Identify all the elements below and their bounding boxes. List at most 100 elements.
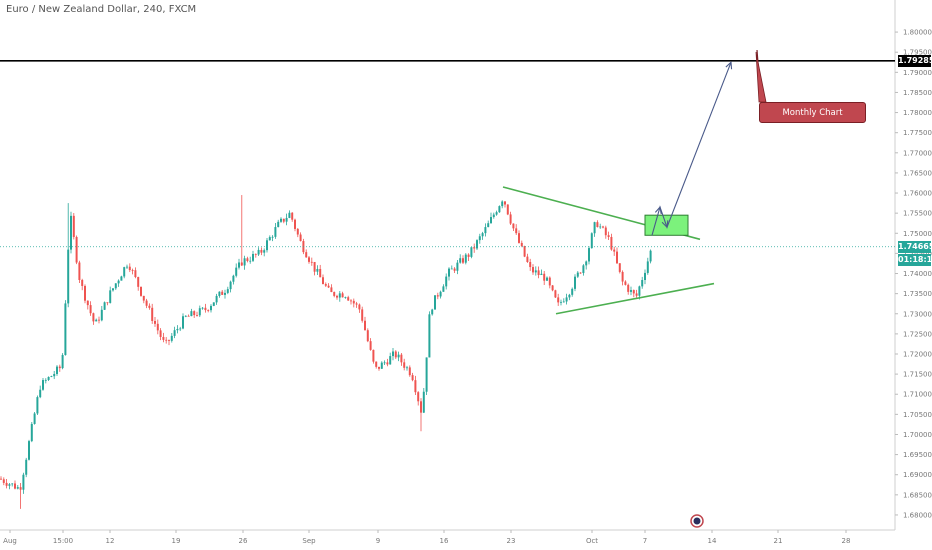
candle-body — [277, 221, 280, 228]
candle-body — [86, 300, 89, 306]
candle-body — [268, 237, 271, 241]
candle-body — [366, 330, 369, 342]
candle-body — [190, 311, 193, 317]
candle-body — [44, 379, 47, 381]
candle-body — [344, 297, 347, 299]
candle-body — [89, 305, 92, 314]
candle-body — [560, 301, 562, 303]
candle-body — [593, 222, 596, 234]
candle-body — [218, 291, 221, 296]
candle-body — [369, 341, 372, 350]
candle-body — [641, 280, 644, 287]
candle-body — [646, 261, 649, 273]
x-tick-label: 26 — [239, 537, 248, 545]
candle-body — [254, 253, 257, 255]
y-tick-label: 1.79500 — [903, 49, 932, 57]
x-tick-label: Aug — [3, 537, 17, 545]
candle-body — [75, 236, 78, 263]
candle-body — [431, 309, 434, 315]
candle-body — [378, 366, 380, 369]
candle-body — [579, 272, 582, 274]
x-tick-label: 21 — [774, 537, 783, 545]
candle-body — [19, 487, 22, 490]
candle-body — [495, 212, 498, 215]
y-tick-label: 1.71000 — [903, 391, 932, 399]
candle-body — [464, 254, 467, 263]
candle-body — [131, 270, 134, 271]
candle-body — [414, 380, 417, 393]
candle-body — [534, 270, 537, 273]
candle-body — [571, 288, 574, 295]
candle-body — [394, 351, 397, 358]
chart-title: Euro / New Zealand Dollar, 240, FXCM — [6, 4, 197, 15]
candle-body — [240, 262, 243, 266]
current-price-label: 1.74665 — [898, 240, 932, 253]
candle-body — [184, 315, 187, 317]
candle-body — [305, 252, 308, 258]
candle-body — [327, 285, 330, 288]
candle-body — [112, 288, 114, 291]
y-tick-label: 1.73500 — [903, 290, 932, 298]
candle-body — [215, 295, 218, 303]
candle-body — [644, 272, 646, 281]
candle-body — [557, 297, 560, 303]
candle-body — [355, 303, 358, 305]
candle-body — [585, 261, 588, 266]
candle-body — [173, 330, 176, 336]
y-tick-label: 1.69000 — [903, 471, 932, 479]
candle-body — [484, 227, 487, 234]
candle-body — [459, 258, 462, 263]
candle-body — [126, 266, 128, 268]
candle-body — [109, 290, 112, 303]
candle-body — [232, 275, 235, 282]
lower-trendline — [555, 282, 715, 315]
candle-body — [30, 423, 33, 442]
candle-body — [285, 217, 288, 222]
candle-body — [299, 234, 302, 242]
candle-body — [271, 236, 274, 238]
y-tick-label: 1.68000 — [903, 511, 932, 519]
x-tick-label: 16 — [440, 537, 449, 545]
candle-body — [84, 285, 86, 301]
candle-body — [543, 273, 546, 281]
candle-body — [450, 268, 453, 270]
candle-body — [50, 376, 53, 378]
candle-body — [372, 349, 375, 362]
candle-body — [33, 413, 36, 424]
candle-body — [294, 219, 296, 229]
candle-body — [187, 315, 190, 317]
candle-body — [618, 263, 621, 272]
candle-body — [425, 357, 428, 392]
candle-body — [341, 293, 344, 298]
y-tick-label: 1.70500 — [903, 411, 932, 419]
candle-body — [2, 479, 5, 483]
y-tick-label: 1.75000 — [903, 230, 932, 238]
candle-body — [403, 362, 406, 368]
candle-body — [630, 290, 632, 292]
candle-body — [624, 281, 627, 285]
candle-body — [358, 304, 361, 310]
candle-body — [313, 261, 316, 272]
candle-body — [397, 354, 400, 358]
candle-body — [512, 223, 515, 229]
candle-body — [448, 268, 450, 277]
candle-body — [5, 482, 8, 486]
candle-body — [156, 323, 159, 331]
x-tick-label: Sep — [302, 537, 316, 545]
candle-body — [168, 339, 170, 341]
candle-body — [8, 484, 11, 486]
candle-body — [627, 284, 630, 292]
annotation-monthly-resistance[interactable]: Monthly Chart Resistance — [759, 102, 866, 139]
y-tick-label: 1.80000 — [903, 29, 932, 37]
candle-body — [36, 397, 39, 414]
candle-body — [53, 373, 56, 377]
candle-body — [456, 262, 459, 271]
candle-body — [462, 258, 464, 263]
resistance-price-label: 1.79285 — [898, 54, 932, 67]
y-tick-label: 1.73000 — [903, 310, 932, 318]
candle-body — [106, 302, 109, 304]
candle-body — [282, 218, 285, 222]
y-tick-label: 1.75500 — [903, 210, 932, 218]
candle-body — [476, 240, 478, 249]
